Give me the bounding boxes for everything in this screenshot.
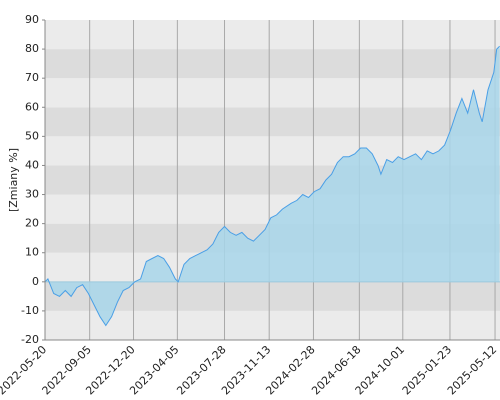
y-tick-label: 60 [25,100,39,113]
y-tick-label: 50 [25,129,39,142]
y-tick-label: 70 [25,71,39,84]
y-tick-label: 0 [32,275,39,288]
band [45,310,500,340]
y-tick-label: 40 [25,158,39,171]
y-tick-label: 10 [25,246,39,259]
y-tick-label: -20 [21,333,39,346]
y-tick-label: 80 [25,42,39,55]
band [45,107,500,137]
area [45,46,500,326]
band [45,78,500,108]
y-tick-label: 20 [25,217,39,230]
y-tick-label: 90 [25,13,39,26]
band [45,49,500,79]
y-axis-label: [Zmiany %] [7,148,20,212]
y-tick-label: 30 [25,188,39,201]
line [44,45,500,327]
y-tick-label: -10 [21,304,39,317]
band [45,20,500,50]
